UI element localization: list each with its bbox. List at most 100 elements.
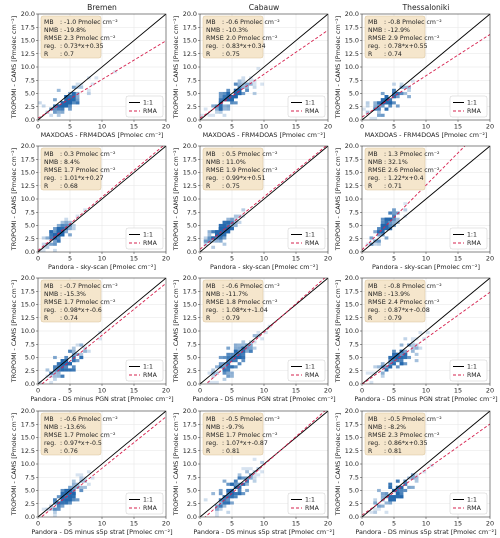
density-cell [248,349,253,353]
density-cell [369,371,374,375]
stat-value: : 1.08*x+-1.04 [222,307,268,314]
density-cell [241,208,246,212]
y-tick-label: 15.0 [345,37,359,45]
density-cell [392,208,396,212]
legend [125,359,164,382]
density-cell [79,343,84,347]
stats-box [40,412,102,456]
density-cell [392,214,396,218]
density-cell [373,242,378,246]
density-cell [380,492,385,496]
density-cell [395,95,400,99]
x-tick-label: 15 [292,387,300,395]
density-cell [226,352,231,356]
density-cell [222,368,227,372]
density-cell [380,504,385,508]
density-cell [392,208,396,212]
density-cell [380,104,385,108]
density-cell [226,346,231,350]
density-cell [380,113,385,117]
density-cell [233,91,238,96]
density-cell [215,507,219,511]
density-cell [237,88,242,92]
density-cell [41,242,46,246]
density-cell [241,352,246,356]
density-cell [56,495,61,499]
density-cell [377,101,381,105]
stat-key: NMB [206,291,220,298]
x-tick-label: 10 [260,520,268,528]
stat-key: reg. [44,307,56,314]
density-cell [75,98,80,102]
density-cell [56,104,61,108]
density-cell [230,359,234,363]
density-cell [377,504,381,508]
density-cell [64,220,69,224]
density-cell [218,227,223,231]
density-cell [237,220,242,224]
x-axis-label: Pandora - sky-scan [Pmolec cm⁻²] [210,263,318,271]
density-cell [86,482,91,486]
density-cell [365,101,370,105]
one-to-one-line [38,14,166,120]
y-tick-label: 2.5 [187,103,197,111]
density-cell [369,380,374,384]
density-cell [384,220,389,224]
stat-value: : -10.3% [222,27,248,34]
density-cell [369,236,374,240]
density-cell [248,82,253,86]
density-cell [237,82,242,86]
density-cell [233,223,238,228]
density-cell [83,349,87,353]
density-cell [237,79,242,83]
legend-label: 1:1 [305,497,315,504]
y-tick-label: 5.0 [25,90,35,98]
x-tick-label: 5 [68,123,72,131]
density-cell [207,236,212,240]
legend [287,227,326,250]
density-cell [233,482,238,486]
y-tick-label: 5.0 [187,222,197,230]
stat-key: RMSE [44,432,62,439]
density-cell [211,380,216,384]
stat-value: : -19.8% [60,27,86,34]
stat-key: R [44,448,49,455]
density-cell [211,368,216,372]
y-tick-label: 20.0 [21,142,35,150]
x-axis-label: Pandora - DS minus s5p strat [Pmolec cm⁻… [355,528,496,536]
density-cell [64,104,69,108]
y-tick-label: 17.5 [183,155,197,163]
density-cell [207,113,212,117]
x-tick-label: 5 [68,255,72,263]
x-tick-label: 0 [198,255,202,263]
density-cell [395,104,400,108]
density-cell [233,82,238,86]
density-cell [414,346,419,350]
y-tick-label: 2.5 [187,500,197,508]
one-to-one-line [200,14,328,120]
legend [449,227,488,250]
y-tick-label: 12.5 [345,314,359,322]
density-cell [222,227,227,231]
legend [125,227,164,250]
stats-box [364,412,426,456]
scatter-panel: 0 5 10 15 20 0.0 2.5 5.0 7.5 10.0 12.5 15.0 17.5 20.0… [172,407,335,536]
density-cell [86,349,91,353]
density-cell [86,91,91,96]
density-cell [399,352,404,356]
column-title: Thessaloniki [402,3,450,12]
density-cell [248,476,253,480]
density-cell [218,104,223,108]
density-cell [403,482,408,486]
density-cell [68,98,72,102]
y-tick-label: 7.5 [25,473,35,481]
legend-label: RMA [305,108,320,115]
density-cell [392,495,396,499]
density-cell [403,337,408,341]
stat-key: RMSE [368,432,386,439]
density-cell [395,495,400,499]
density-cell [203,239,208,243]
density-cell [226,510,231,514]
density-cell [64,365,69,369]
scatter-panel: 0 5 10 15 20 0.0 2.5 5.0 7.5 10.0 12.5 15.0 17.5 20.0… [10,10,170,139]
